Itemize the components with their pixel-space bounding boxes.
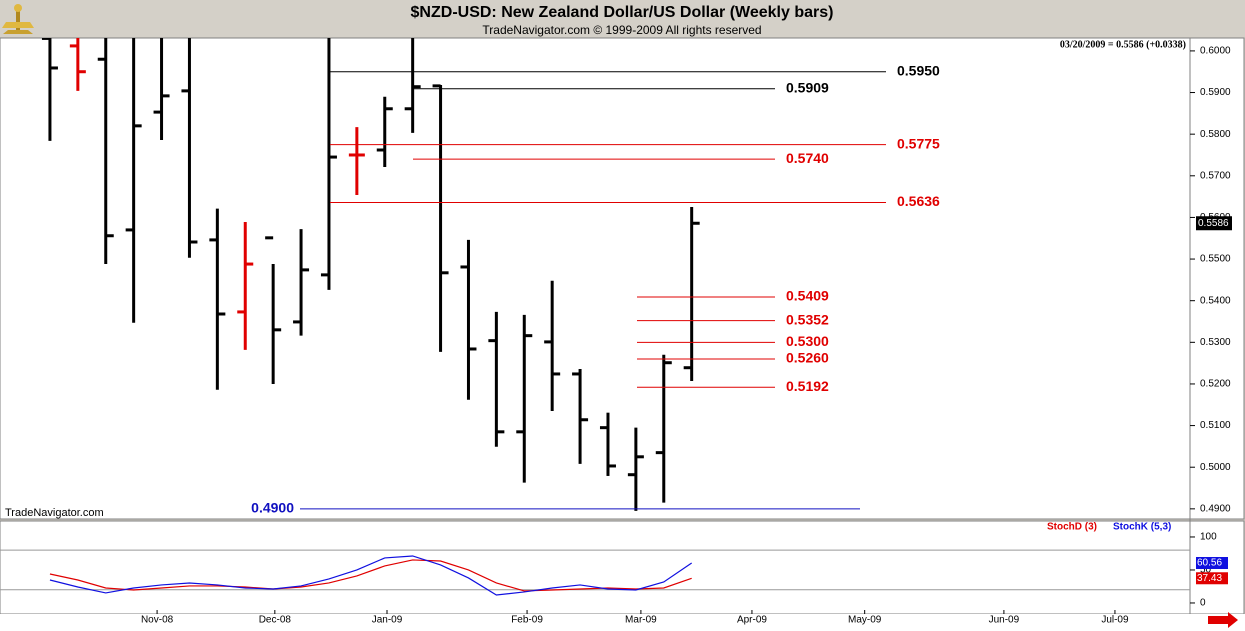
level-label: 0.5775 [897, 135, 940, 151]
y-tick-label: 0.6000 [1200, 46, 1231, 57]
x-tick-label: Jul-09 [1101, 615, 1129, 626]
level-label: 0.5352 [786, 311, 829, 327]
stoch-line [49, 555, 693, 596]
price-plot [41, 38, 700, 511]
y-tick-label: 0.5200 [1200, 379, 1231, 390]
x-tick-label: Jan-09 [372, 615, 403, 626]
price-panel [0, 37, 1245, 520]
value-box-label: 60.56 [1197, 558, 1222, 569]
value-box-label: 37.43 [1197, 573, 1222, 584]
price-box [1196, 216, 1232, 231]
source-text: TradeNavigator.com [5, 507, 104, 519]
level-label: 0.5740 [786, 150, 829, 166]
level-label: 0.5300 [786, 333, 829, 349]
x-tick-label: Apr-09 [737, 615, 767, 626]
legend-label: StochK (5,3) [1113, 522, 1171, 533]
y-tick-label: 0.4900 [1200, 503, 1231, 514]
level-label: 0.4900 [251, 500, 294, 516]
level-label: 0.5636 [897, 193, 940, 209]
y-tick-label: 0.5800 [1200, 129, 1231, 140]
y2-tick-label: 0 [1200, 598, 1206, 609]
x-axis-band [0, 614, 1245, 631]
x-tick-label: Dec-08 [259, 615, 292, 626]
legend-label: StochD (3) [1047, 522, 1097, 533]
logo [2, 4, 34, 34]
value-box [1196, 572, 1228, 585]
level-label: 0.5950 [897, 62, 940, 78]
stoch-line [49, 559, 692, 592]
y-tick-label: 0.5300 [1200, 337, 1231, 348]
y-tick-label: 0.5100 [1200, 420, 1231, 431]
price-box-label: 0.5586 [1198, 218, 1229, 229]
info-text: 03/20/2009 = 0.5586 (+0.0338) [1060, 39, 1186, 50]
y-tick-label: 0.5400 [1200, 295, 1231, 306]
x-tick-label: Jun-09 [989, 615, 1020, 626]
y2-tick-label: 50 [1200, 565, 1212, 576]
stoch-panel [0, 520, 1245, 615]
y2-tick-label: 100 [1200, 532, 1217, 543]
x-tick-label: Nov-08 [141, 615, 174, 626]
overlay: 0.4900 0.5000 0.5100 0.5200 0.5300 0.5400 0.55… [0, 46, 1232, 626]
x-tick-label: Feb-09 [511, 615, 543, 626]
chart-title: $NZD-USD: New Zealand Dollar/US Dollar (… [411, 4, 834, 21]
y-tick-label: 0.5900 [1200, 87, 1231, 98]
level-label: 0.5260 [786, 350, 829, 366]
y-tick-label: 0.5700 [1200, 170, 1231, 181]
y-tick-label: 0.5000 [1200, 462, 1231, 473]
y-tick-label: 0.5500 [1200, 254, 1231, 265]
x-tick-label: May-09 [848, 615, 882, 626]
value-box [1196, 557, 1228, 570]
x-tick-label: Mar-09 [625, 615, 657, 626]
level-label: 0.5909 [786, 79, 829, 95]
chart-subtitle: TradeNavigator.com © 1999-2009 All right… [482, 23, 761, 37]
level-label: 0.5192 [786, 378, 829, 394]
scroll-arrow[interactable] [1208, 612, 1238, 628]
level-label: 0.5409 [786, 288, 829, 304]
